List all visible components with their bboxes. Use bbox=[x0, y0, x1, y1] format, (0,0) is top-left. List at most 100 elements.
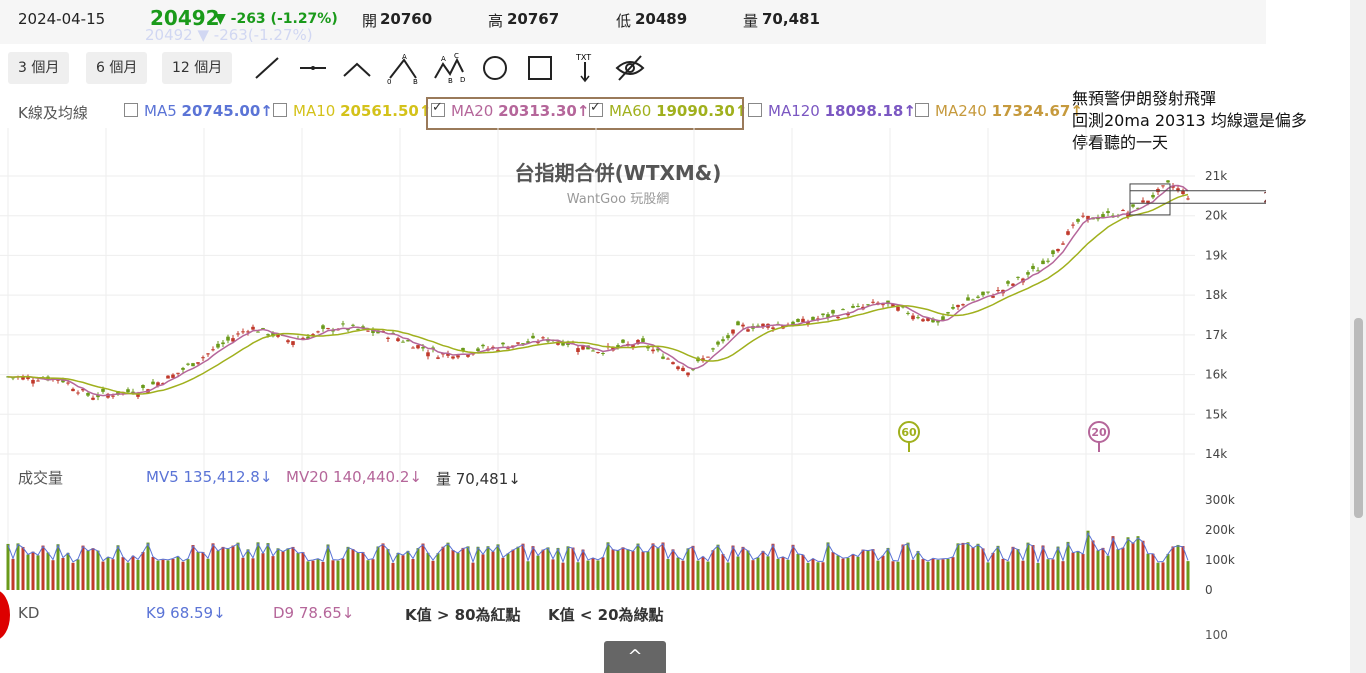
range-6m-button[interactable]: 6 個月 bbox=[86, 52, 148, 84]
ma-toggle-ma240[interactable]: MA240 17324.67↑ bbox=[915, 102, 1083, 120]
volume-bar bbox=[711, 550, 715, 590]
ma-toggle-ma60[interactable]: MA60 19090.30↑ bbox=[589, 100, 748, 120]
candle-body bbox=[1181, 190, 1185, 195]
volume-bar bbox=[151, 557, 155, 590]
volume-bar bbox=[646, 551, 650, 590]
volume-bar bbox=[836, 555, 840, 590]
candle-body bbox=[1026, 272, 1030, 275]
range-12m-button[interactable]: 12 個月 bbox=[162, 52, 233, 84]
candle-body bbox=[426, 352, 430, 357]
candle-body bbox=[341, 323, 345, 325]
candle-body bbox=[941, 316, 945, 321]
candle-body bbox=[826, 314, 830, 318]
abcd-pattern-icon[interactable]: CA B D bbox=[432, 52, 466, 84]
volume-bar bbox=[1076, 550, 1080, 590]
circle-tool-icon[interactable] bbox=[478, 52, 512, 84]
checkbox-icon[interactable] bbox=[589, 100, 603, 117]
floating-red-badge[interactable] bbox=[0, 590, 10, 640]
checkbox-icon[interactable] bbox=[273, 103, 287, 117]
volume-bar bbox=[991, 552, 995, 590]
volume-bar bbox=[781, 557, 785, 590]
volume-bar bbox=[1056, 546, 1060, 590]
candle-body bbox=[1066, 231, 1070, 235]
volume-bar bbox=[61, 557, 65, 590]
volume-bar bbox=[536, 555, 540, 590]
ma-toggle-ma5[interactable]: MA5 20745.00↑ bbox=[124, 102, 273, 120]
candle-body bbox=[101, 388, 105, 392]
checkbox-icon[interactable] bbox=[915, 103, 929, 117]
open-value: 20760 bbox=[380, 10, 433, 28]
volume-bar bbox=[481, 554, 485, 590]
volume-bar bbox=[561, 562, 565, 590]
volume-bar bbox=[826, 542, 830, 590]
candle-body bbox=[666, 358, 670, 360]
candle-body bbox=[601, 353, 605, 355]
high-label: 高 bbox=[488, 12, 504, 30]
volume-bar bbox=[1036, 562, 1040, 590]
volume-bar bbox=[91, 548, 95, 590]
volume-bar bbox=[231, 545, 235, 590]
volume-bar bbox=[951, 557, 955, 590]
volume-bar bbox=[686, 548, 690, 590]
volume-bar bbox=[1111, 536, 1115, 590]
volume-bar bbox=[311, 560, 315, 590]
peak-tool-icon[interactable] bbox=[340, 52, 374, 84]
candle-body bbox=[401, 341, 405, 343]
ma-highlight-box bbox=[426, 97, 744, 130]
range-3m-button[interactable]: 3 個月 bbox=[8, 52, 70, 84]
svg-text:0: 0 bbox=[387, 78, 391, 84]
ma-value: 18098.18↑ bbox=[824, 102, 916, 120]
candle-body bbox=[1031, 265, 1035, 270]
text-tool-icon[interactable]: TXT bbox=[568, 52, 602, 84]
hline-tool-icon[interactable] bbox=[296, 52, 330, 84]
volume-bar bbox=[966, 542, 970, 590]
candle-body bbox=[466, 353, 470, 357]
candle-body bbox=[501, 342, 505, 345]
ma-toggle-ma10[interactable]: MA10 20561.50↑ bbox=[273, 102, 431, 120]
ma-toggle-ma20[interactable]: MA20 20313.30↑ bbox=[431, 100, 589, 120]
volume-bar bbox=[606, 542, 610, 590]
candle-body bbox=[346, 329, 350, 331]
volume-bar bbox=[186, 559, 190, 590]
candle-body bbox=[911, 315, 915, 320]
candle-body bbox=[141, 385, 145, 388]
checkbox-icon[interactable] bbox=[748, 103, 762, 117]
volume-bar bbox=[1176, 544, 1180, 590]
candle-body bbox=[1176, 188, 1180, 191]
volume-bar bbox=[336, 560, 340, 590]
ma-name: MA20 bbox=[451, 102, 499, 120]
volume-bar bbox=[6, 543, 10, 590]
candle-body bbox=[1186, 198, 1190, 200]
candle-body bbox=[821, 313, 825, 316]
scrollbar-thumb[interactable] bbox=[1354, 318, 1363, 518]
volume-bar bbox=[746, 550, 750, 590]
ma-value: 19090.30↑ bbox=[656, 102, 748, 120]
price-tick-label: 20k bbox=[1205, 209, 1227, 223]
rect-tool-icon[interactable] bbox=[523, 52, 557, 84]
candle-body bbox=[91, 397, 95, 400]
volume-bar bbox=[1181, 546, 1185, 590]
abc-pattern-icon[interactable]: A 0 B bbox=[386, 52, 420, 84]
volume-bar bbox=[306, 561, 310, 590]
checkbox-icon[interactable] bbox=[124, 103, 138, 117]
candle-body bbox=[1036, 270, 1040, 272]
candle-body bbox=[926, 318, 930, 321]
hide-icon[interactable] bbox=[613, 52, 647, 84]
price-chart[interactable]: 21k 20k 19k 18k 17k 16k 15k 14k 台指期合併(WTXM&) Want… bbox=[0, 128, 1266, 608]
volume-bar bbox=[451, 550, 455, 590]
candle-body bbox=[1161, 185, 1165, 187]
volume-bar bbox=[341, 558, 345, 590]
candle-body bbox=[526, 341, 530, 343]
scroll-top-button[interactable]: ^ bbox=[604, 641, 666, 673]
line-tool-icon[interactable] bbox=[250, 52, 284, 84]
candle-body bbox=[651, 349, 655, 352]
volume-bar bbox=[1071, 552, 1075, 590]
candle-body bbox=[206, 353, 210, 355]
volume-bar bbox=[631, 550, 635, 590]
checkbox-icon[interactable] bbox=[431, 100, 445, 117]
volume-bar bbox=[1121, 547, 1125, 590]
candle-body bbox=[31, 379, 35, 384]
candle-body bbox=[676, 366, 680, 370]
ma-toggle-ma120[interactable]: MA120 18098.18↑ bbox=[748, 102, 916, 120]
volume-bar bbox=[346, 546, 350, 590]
